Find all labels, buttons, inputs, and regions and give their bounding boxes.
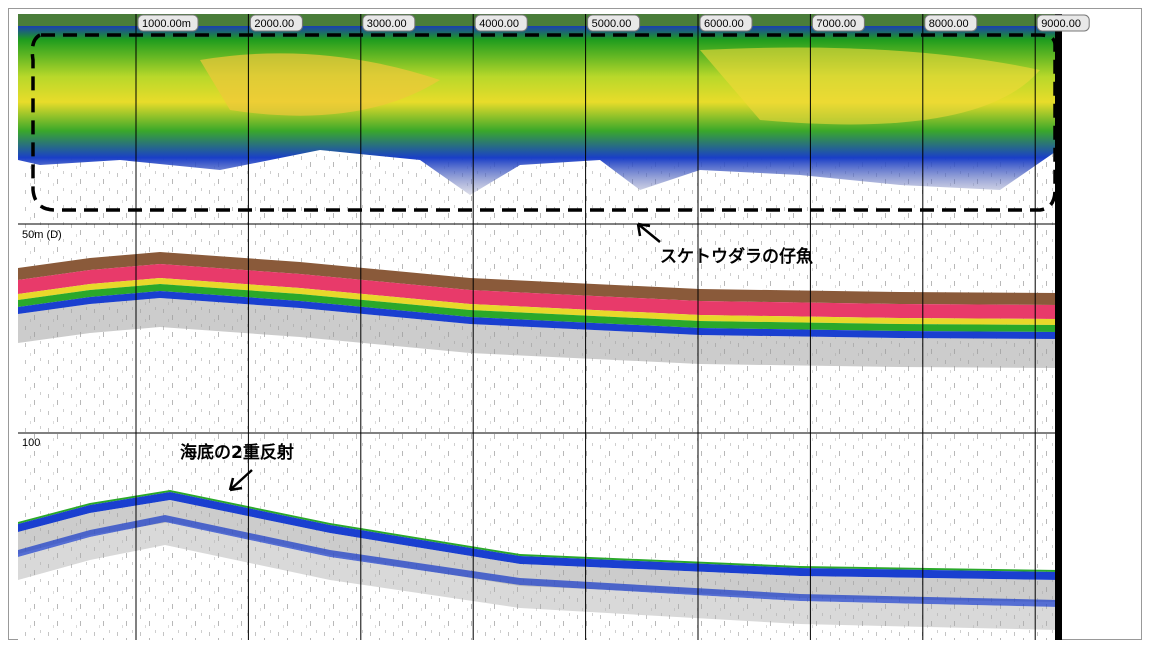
echo-band <box>18 291 1058 339</box>
distance-label-box <box>699 14 753 32</box>
grid: 1000.00m 2000.00 3000.00 4000.00 5000.00 6000… <box>18 14 1090 640</box>
echo-band <box>18 278 1058 325</box>
echo-band <box>18 284 1058 332</box>
school-patch <box>700 47 1040 125</box>
arrow <box>228 469 253 492</box>
echo-band <box>18 298 1058 368</box>
distance-label-box <box>474 14 528 32</box>
echo-band <box>18 492 1058 580</box>
right-strip <box>1055 14 1062 640</box>
distance-label: 3000.00 <box>367 18 407 30</box>
echo-band <box>18 515 1058 607</box>
distance-label-box <box>1036 14 1090 32</box>
annotation: スケトウダラの仔魚 <box>660 246 813 267</box>
distance-label: 9000.00 <box>1041 18 1081 30</box>
distance-label-box <box>924 14 978 32</box>
distance-label-box <box>249 14 303 32</box>
echo-band <box>18 490 1058 572</box>
distance-label: 8000.00 <box>929 18 969 30</box>
distance-label: 6000.00 <box>704 18 744 30</box>
distance-label-box <box>587 14 641 32</box>
distance-label: 1000.00m <box>142 18 191 30</box>
distance-label-box <box>811 14 865 32</box>
echo-band <box>18 264 1058 319</box>
echo-band <box>18 500 1058 602</box>
school-patch <box>200 53 440 116</box>
depth-label: 100 <box>22 437 40 449</box>
distance-label: 7000.00 <box>816 18 856 30</box>
echo-band <box>18 252 1058 305</box>
distance-label: 4000.00 <box>479 18 519 30</box>
echo-band <box>18 522 1058 630</box>
distance-label: 5000.00 <box>592 18 632 30</box>
depth-label: 50m (D) <box>22 229 62 241</box>
seabed <box>18 252 1058 630</box>
annotation: 海底の2重反射 <box>180 442 294 463</box>
distance-label: 2000.00 <box>254 18 294 30</box>
arrow <box>636 222 661 243</box>
distance-label-box <box>362 14 416 32</box>
distance-label-box <box>137 14 199 32</box>
dashed-outline <box>30 33 1057 212</box>
